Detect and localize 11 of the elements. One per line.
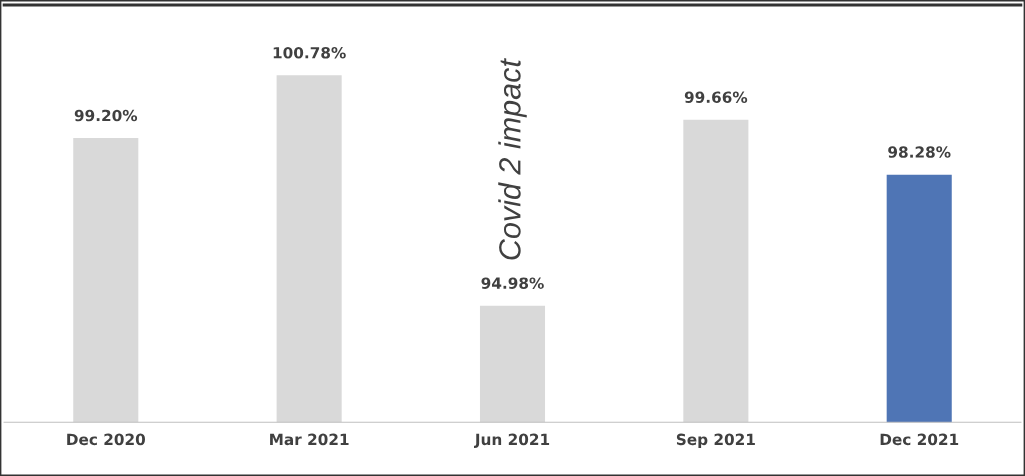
x-tick-label: Mar 2021: [270, 433, 349, 446]
data-label: 99.20%: [74, 109, 138, 122]
data-label: 99.66%: [684, 91, 748, 103]
data-label: 98.28%: [888, 146, 951, 158]
x-tick-label: Sep 2021: [676, 433, 755, 449]
x-tick-label: Jun 2021: [474, 433, 550, 448]
data-label: 100.78%: [273, 46, 346, 59]
annotation: Covid 2 impact: [498, 58, 527, 260]
x-tick-label: Dec 2020: [67, 433, 146, 446]
data-label: 94.98%: [481, 277, 544, 289]
x-tick-label: Dec 2021: [880, 433, 959, 446]
